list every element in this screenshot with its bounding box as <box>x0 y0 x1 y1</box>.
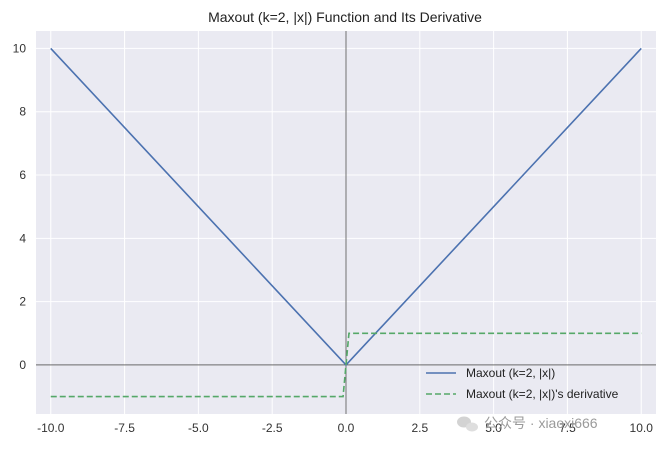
x-tick-label: -7.5 <box>114 421 135 435</box>
x-tick-label: -10.0 <box>37 421 65 435</box>
legend-label: Maxout (k=2, |x|)'s derivative <box>466 387 619 401</box>
x-tick-label: 2.5 <box>411 421 428 435</box>
wechat-icon <box>457 416 478 432</box>
series-group <box>50 47 642 398</box>
x-tick-label: 7.5 <box>559 421 576 435</box>
x-tick-label: 10.0 <box>630 421 654 435</box>
watermark-text: 公众号 · xiaoxi666 <box>484 415 598 431</box>
x-tick-label: 0.0 <box>338 421 355 435</box>
y-tick-label: 0 <box>19 358 26 372</box>
y-tick-label: 10 <box>13 41 27 55</box>
maxout-derivative-line <box>50 332 642 398</box>
x-tick-label: -2.5 <box>262 421 283 435</box>
y-tick-label: 6 <box>19 168 26 182</box>
chart-title: Maxout (k=2, |x|) Function and Its Deriv… <box>208 9 482 25</box>
watermark: 公众号 · xiaoxi666 <box>457 415 598 432</box>
x-tick-label: -5.0 <box>188 421 209 435</box>
x-axis-ticks: -10.0 -7.5 -5.0 -2.5 0.0 2.5 5.0 7.5 10.0 <box>37 421 653 435</box>
y-tick-label: 8 <box>19 105 26 119</box>
y-axis-ticks: 0 2 4 6 8 10 <box>13 41 27 372</box>
legend-label: Maxout (k=2, |x|) <box>466 366 555 380</box>
legend: Maxout (k=2, |x|) Maxout (k=2, |x|)'s der… <box>426 366 619 401</box>
x-tick-label: 5.0 <box>485 421 502 435</box>
y-tick-label: 2 <box>19 295 26 309</box>
y-tick-label: 4 <box>19 231 26 245</box>
